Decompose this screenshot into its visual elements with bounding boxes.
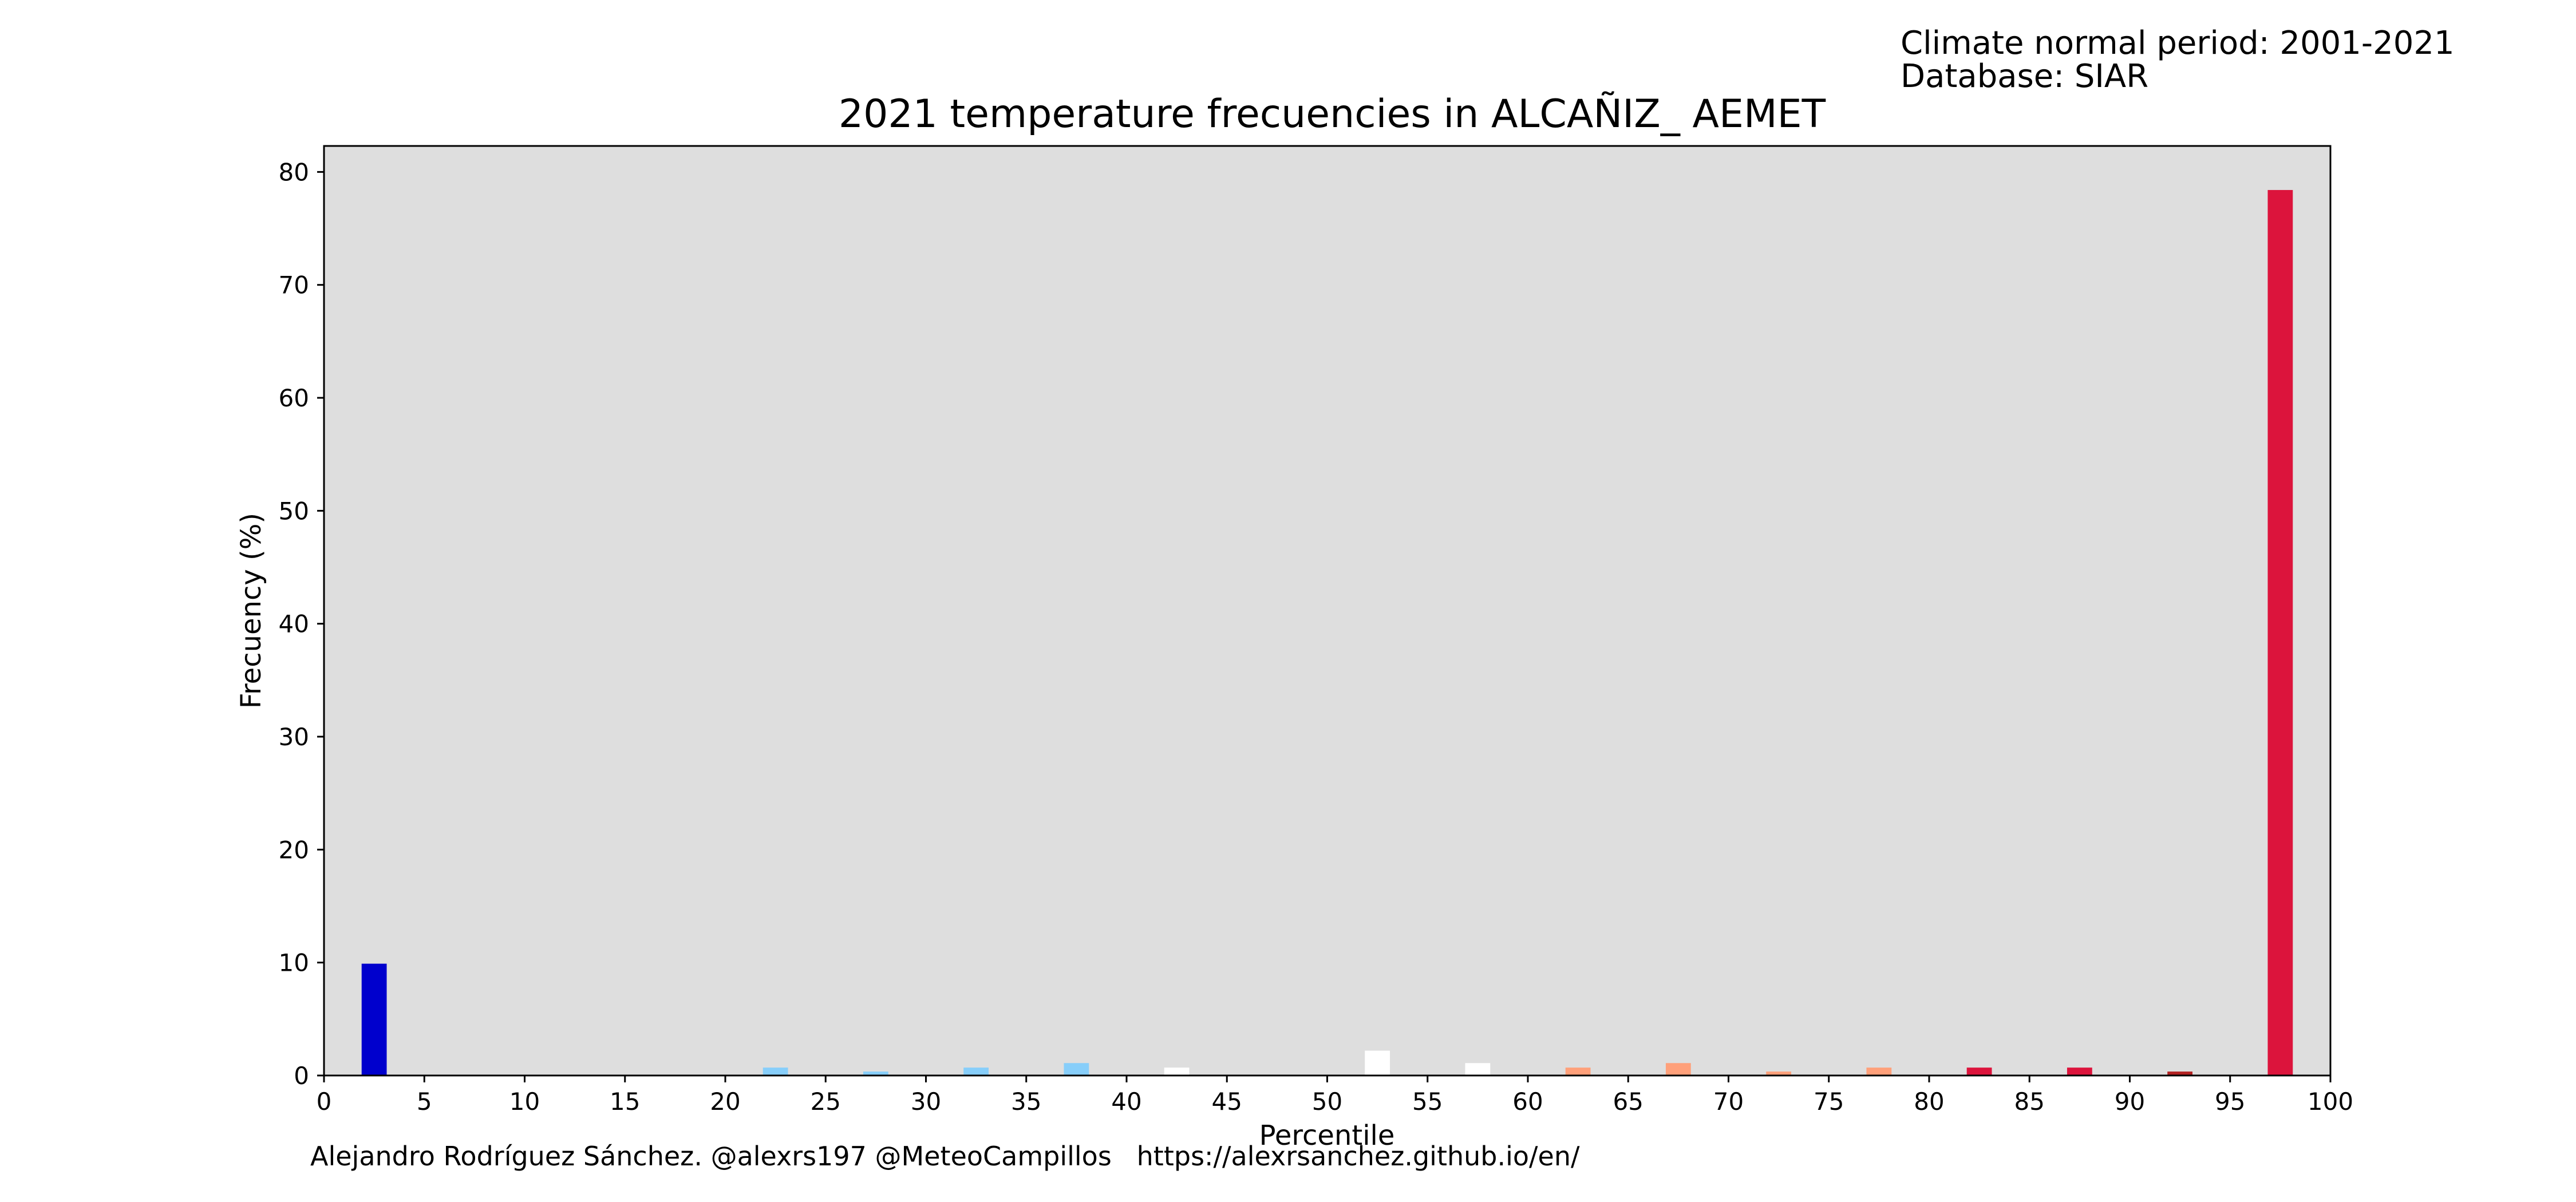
bar-p22.5: [762, 1067, 788, 1076]
bar-p57.5: [1465, 1063, 1491, 1076]
y-tick-label: 0: [294, 1062, 309, 1090]
x-tick-label: 20: [710, 1088, 740, 1116]
y-tick-label: 50: [279, 497, 309, 525]
bar-p87.5: [2067, 1067, 2092, 1076]
bar-p62.5: [1565, 1067, 1591, 1076]
x-tick-label: 45: [1212, 1088, 1242, 1116]
x-tick-label: 0: [317, 1088, 332, 1116]
x-tick-label: 10: [509, 1088, 540, 1116]
bar-p37.5: [1064, 1063, 1089, 1076]
y-tick-label: 10: [279, 949, 309, 977]
chart-title: 2021 temperature frecuencies in ALCAÑIZ_…: [839, 91, 1826, 137]
x-tick-label: 50: [1312, 1088, 1342, 1116]
y-tick-label: 30: [279, 723, 309, 751]
x-tick-label: 30: [911, 1088, 941, 1116]
x-tick-label: 5: [417, 1088, 432, 1116]
x-tick-label: 15: [610, 1088, 640, 1116]
x-tick-label: 40: [1111, 1088, 1141, 1116]
x-tick-label: 35: [1011, 1088, 1041, 1116]
y-tick-label: 70: [279, 271, 309, 299]
x-tick-label: 60: [1512, 1088, 1543, 1116]
bar-p67.5: [1665, 1063, 1691, 1076]
x-tick-label: 55: [1412, 1088, 1443, 1116]
y-axis-ticks: 0 10 20 30 40 50 60 70 80: [279, 158, 324, 1090]
database-label: Database: SIAR: [1901, 58, 2149, 95]
y-tick-label: 60: [279, 384, 309, 412]
bar-p27.5: [863, 1071, 888, 1076]
x-axis-ticks: 0 5 10 15 20 25 30 35 40 45 50 55 60 65 70 75 80 85 90 95 10…: [317, 1076, 2353, 1116]
climate-normal-period-label: Climate normal period: 2001-2021: [1901, 25, 2455, 62]
bar-p52.5: [1365, 1050, 1390, 1076]
x-tick-label: 75: [1814, 1088, 1844, 1116]
bar-p2.5: [361, 963, 387, 1076]
bars-group: [361, 189, 2293, 1076]
bar-p77.5: [1866, 1067, 1892, 1076]
bar-p97.5: [2267, 189, 2293, 1076]
bar-p92.5: [2167, 1071, 2193, 1076]
x-axis-label: Percentile: [1259, 1120, 1395, 1152]
bar-p72.5: [1766, 1071, 1792, 1076]
x-tick-label: 95: [2215, 1088, 2245, 1116]
x-tick-label: 70: [1713, 1088, 1744, 1116]
x-tick-label: 80: [1914, 1088, 1944, 1116]
y-axis-label: Frecuency (%): [235, 513, 267, 709]
x-tick-label: 100: [2308, 1088, 2353, 1116]
plot-area: [324, 146, 2330, 1076]
y-tick-label: 20: [279, 836, 309, 864]
x-tick-label: 25: [811, 1088, 841, 1116]
credits-footer: Alejandro Rodríguez Sánchez. @alexrs197 …: [310, 1141, 1580, 1172]
y-tick-label: 80: [279, 158, 309, 186]
x-tick-label: 65: [1613, 1088, 1643, 1116]
x-tick-label: 90: [2115, 1088, 2145, 1116]
y-tick-label: 40: [279, 610, 309, 638]
bar-p42.5: [1164, 1067, 1190, 1076]
bar-p32.5: [963, 1067, 989, 1076]
bar-p82.5: [1966, 1067, 1992, 1076]
x-tick-label: 85: [2014, 1088, 2045, 1116]
